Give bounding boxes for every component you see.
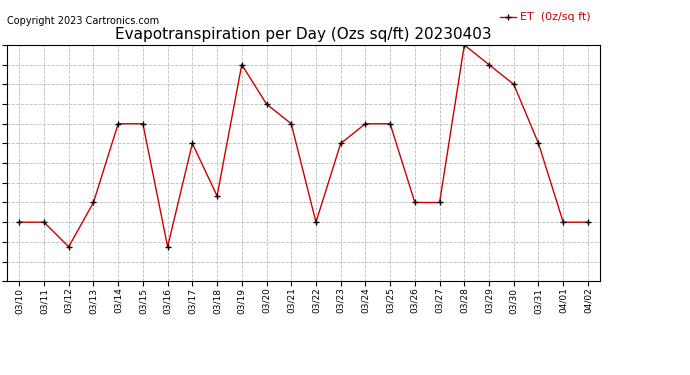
ET  (0z/sq ft) [559,220,567,225]
Title: Evapotranspiration per Day (Ozs sq/ft) 20230403: Evapotranspiration per Day (Ozs sq/ft) 2… [115,27,492,42]
ET  (0z/sq ft) [164,244,172,249]
ET  (0z/sq ft) [534,141,542,146]
ET  (0z/sq ft) [386,122,394,126]
ET  (0z/sq ft) [337,141,345,146]
ET  (0z/sq ft) [139,122,147,126]
ET  (0z/sq ft) [15,220,23,225]
ET  (0z/sq ft) [460,43,469,47]
ET  (0z/sq ft) [287,122,295,126]
ET  (0z/sq ft) [89,200,97,205]
ET  (0z/sq ft) [485,62,493,67]
ET  (0z/sq ft) [114,122,122,126]
ET  (0z/sq ft) [262,102,270,106]
ET  (0z/sq ft) [188,141,197,146]
ET  (0z/sq ft) [435,200,444,205]
ET  (0z/sq ft) [40,220,48,225]
ET  (0z/sq ft) [411,200,419,205]
ET  (0z/sq ft) [312,220,320,225]
ET  (0z/sq ft) [362,122,370,126]
ET  (0z/sq ft) [584,220,592,225]
ET  (0z/sq ft) [237,62,246,67]
Legend: ET  (0z/sq ft): ET (0z/sq ft) [495,8,595,27]
Line: ET  (0z/sq ft): ET (0z/sq ft) [17,42,591,249]
ET  (0z/sq ft) [510,82,518,87]
ET  (0z/sq ft) [213,194,221,198]
ET  (0z/sq ft) [65,244,73,249]
Text: Copyright 2023 Cartronics.com: Copyright 2023 Cartronics.com [7,16,159,26]
